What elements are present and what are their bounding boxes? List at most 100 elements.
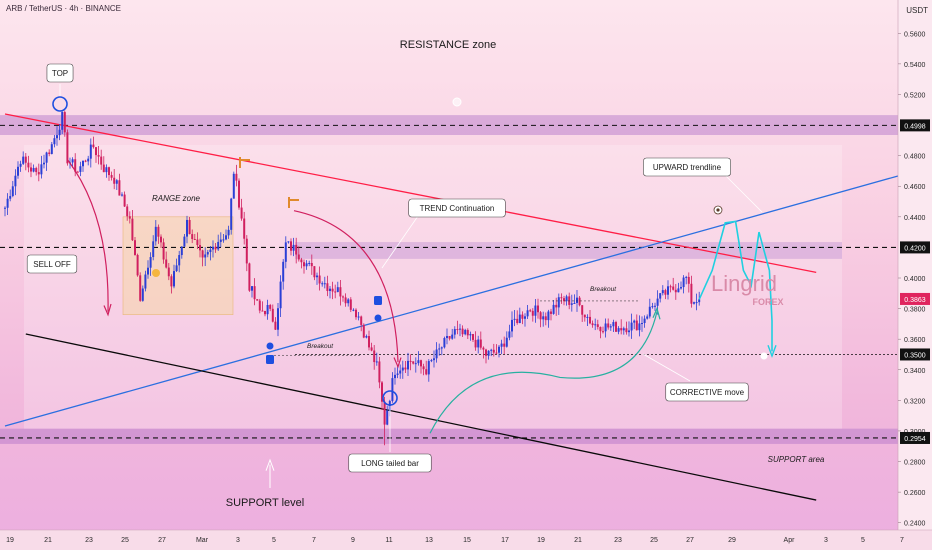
currency-label: USDT	[906, 6, 928, 15]
candle-body	[123, 194, 126, 207]
candle-body	[633, 320, 636, 323]
snail-icon	[152, 269, 160, 277]
candle-body	[230, 198, 233, 230]
candle-body	[336, 287, 339, 292]
candle-body	[149, 257, 152, 268]
x-tick-label: 9	[351, 537, 355, 544]
candle-body	[607, 323, 610, 328]
price-tag-box	[900, 431, 930, 444]
candle-body	[217, 241, 220, 250]
candle-body	[27, 162, 30, 168]
candle-body	[586, 316, 589, 318]
candle-body	[635, 320, 638, 331]
candle-body	[680, 287, 682, 289]
y-tick-label: 0.5400	[904, 62, 926, 69]
candle-body	[4, 207, 6, 209]
candle-body	[508, 331, 511, 338]
price-axis-bg	[898, 0, 932, 550]
candle-body	[443, 338, 446, 348]
candle-body	[547, 311, 550, 321]
price-tag-box	[900, 348, 930, 361]
candle-body	[638, 323, 641, 331]
candle-body	[40, 164, 43, 175]
corrective-arrowhead	[652, 306, 661, 320]
resistance-trendline	[4, 113, 817, 273]
candle-body	[687, 276, 690, 284]
candle-body	[199, 245, 201, 251]
y-tick-label: 0.2600	[904, 490, 926, 497]
hammer-icon-1	[239, 157, 250, 168]
candle-body	[656, 298, 659, 306]
candle-body	[557, 297, 560, 308]
candle-body	[479, 339, 482, 348]
candle-body	[178, 255, 181, 266]
trend-continuation-pointer	[381, 215, 419, 269]
candle-body	[58, 129, 61, 136]
candle-body	[368, 336, 370, 348]
candle-body	[45, 152, 48, 163]
candle-body	[537, 305, 539, 313]
candle-body	[648, 306, 651, 317]
candle-body	[466, 329, 469, 336]
candle-body	[66, 132, 69, 164]
candle-body	[425, 369, 428, 375]
candle-body	[399, 370, 402, 374]
candle-body	[456, 329, 459, 331]
candle-body	[394, 374, 396, 379]
candle-body	[136, 254, 139, 276]
candle-body	[594, 324, 597, 326]
candle-body	[22, 156, 25, 164]
x-tick-label: 21	[574, 537, 582, 544]
candle-body	[214, 246, 217, 250]
x-tick-label: 5	[272, 537, 276, 544]
candle-body	[646, 316, 649, 319]
range-zone-box	[122, 216, 234, 316]
candle-body	[667, 286, 669, 295]
candle-body	[602, 331, 604, 333]
candle-body	[625, 328, 628, 333]
candle-body	[105, 167, 108, 173]
candle-body	[266, 305, 269, 315]
candle-body	[412, 361, 415, 364]
breakout-label-2: Breakout	[307, 343, 334, 350]
candle-body	[331, 288, 334, 292]
candle-body	[251, 286, 253, 291]
candle-body	[279, 281, 282, 309]
candle-body	[495, 352, 498, 354]
candle-body	[76, 171, 79, 173]
candle-body	[427, 361, 430, 375]
candle-body	[654, 305, 656, 307]
candle-body	[162, 242, 165, 260]
resistance-zone-heading: RESISTANCE zone	[400, 39, 496, 51]
candle-body	[487, 350, 490, 356]
candle-body	[651, 306, 654, 308]
candle-body	[144, 274, 147, 289]
zone-trend-continuation	[295, 242, 842, 259]
candle-body	[612, 322, 615, 327]
candle-body	[209, 249, 212, 253]
candle-body	[115, 180, 118, 184]
candle-body	[370, 347, 373, 351]
candle-body	[92, 144, 95, 148]
flag-icon-2	[374, 296, 382, 305]
candle-body	[378, 361, 381, 383]
candle-body	[128, 216, 131, 219]
candle-body	[89, 144, 92, 159]
price-tag: 0.3500	[904, 352, 926, 359]
candle-body	[180, 246, 183, 256]
candle-body	[352, 309, 355, 311]
candle-body	[235, 173, 238, 181]
candle-body	[505, 337, 508, 347]
candle-body	[292, 244, 295, 251]
candle-body	[492, 349, 495, 353]
candle-body	[284, 242, 287, 262]
long-tail-marker-circle	[382, 390, 398, 406]
y-tick-label: 0.4000	[904, 276, 926, 283]
watermark-sub: FOREX	[752, 297, 783, 307]
candle-body	[498, 346, 500, 353]
watermark-brand: Lingrid	[711, 271, 777, 296]
candle-body	[43, 162, 45, 165]
zone-support	[0, 428, 898, 444]
x-tick-label: 23	[85, 537, 93, 544]
